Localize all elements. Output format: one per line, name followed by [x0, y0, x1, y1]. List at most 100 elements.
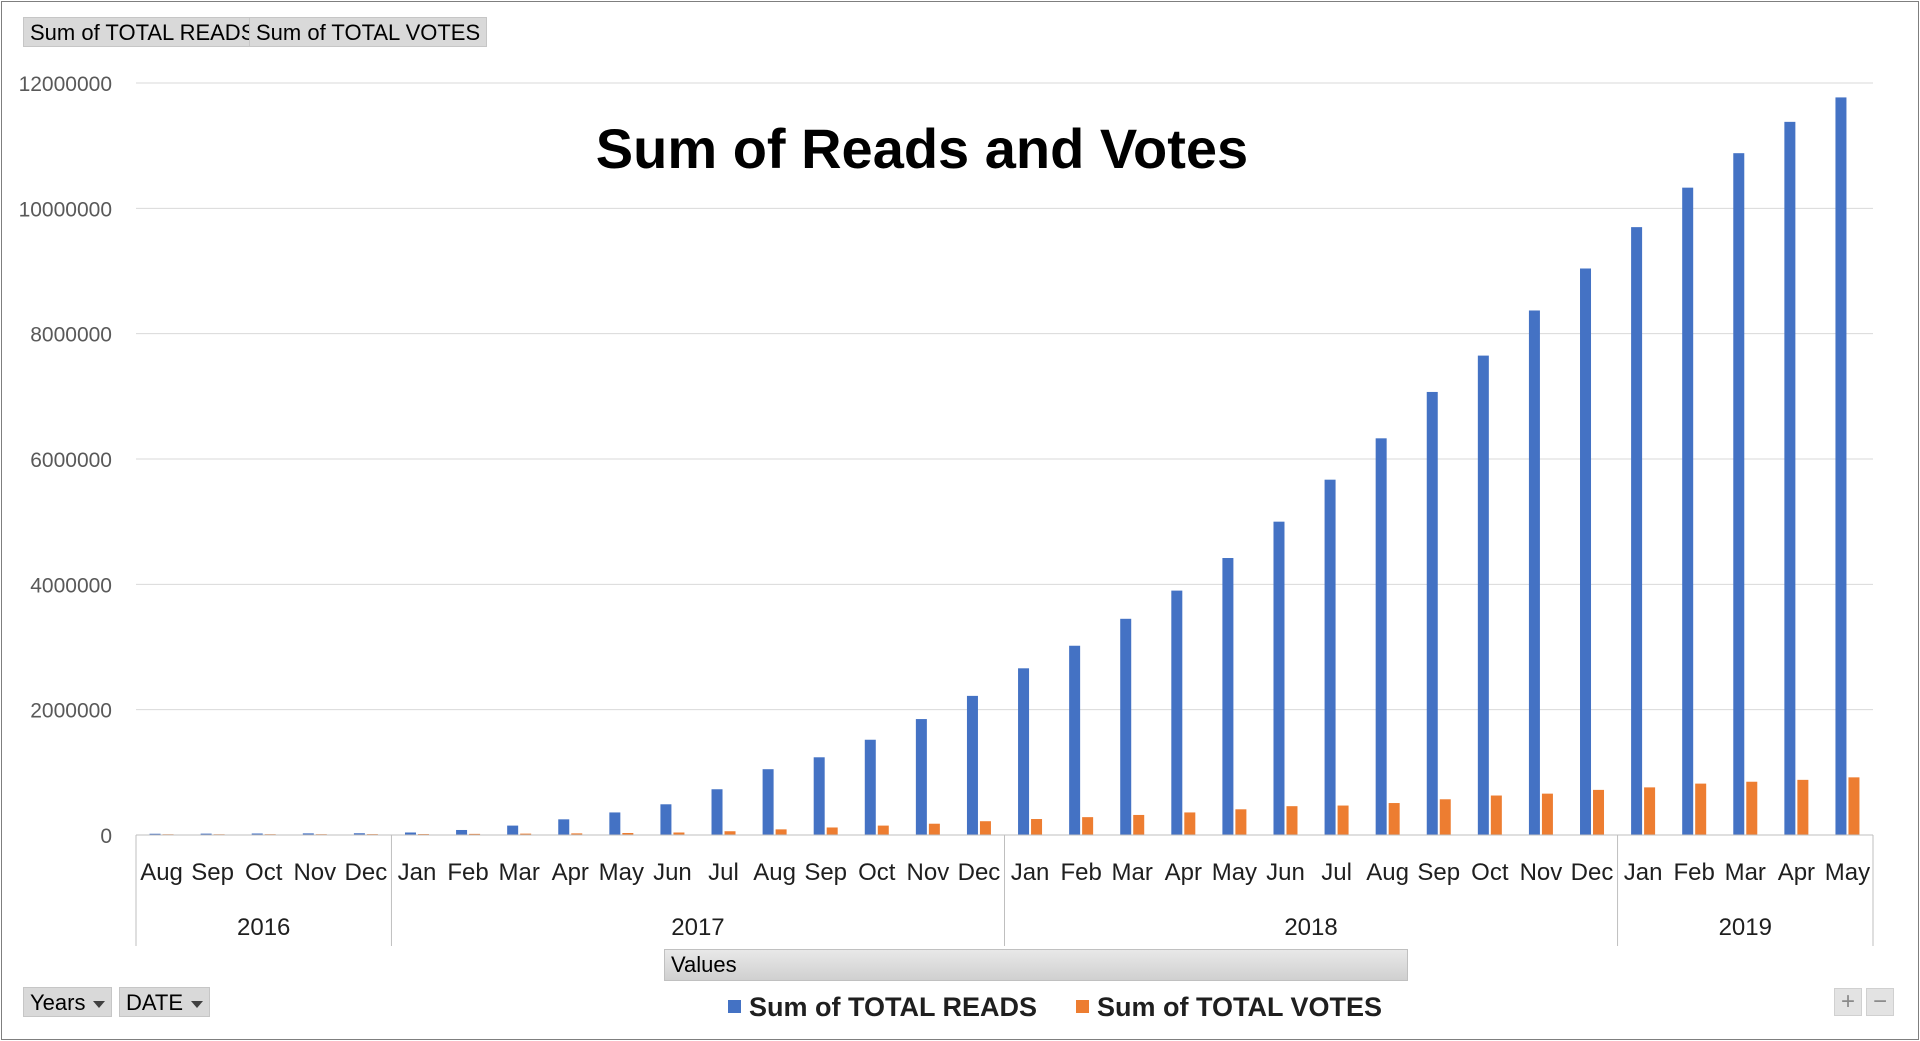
x-tick-label: Apr: [1778, 859, 1815, 886]
bar-total-votes: [1439, 799, 1451, 835]
bar-total-votes: [775, 829, 787, 835]
dropdown-arrow-icon: [93, 1000, 106, 1008]
bar-total-reads: [1222, 558, 1234, 835]
bar-total-reads: [251, 833, 263, 835]
bar-total-votes: [1797, 779, 1809, 835]
x-tick-label: Oct: [1471, 859, 1509, 886]
bar-total-votes: [622, 832, 634, 835]
x-tick-label: Dec: [1571, 859, 1614, 886]
bar-total-votes: [1031, 819, 1043, 835]
y-axis-tick-labels: 0 2000000 4000000 6000000 8000000 10000000 120…: [19, 73, 112, 848]
bar-total-votes: [1388, 803, 1400, 835]
bar-total-votes: [1848, 777, 1860, 835]
dropdown-arrow-icon: [191, 1000, 204, 1008]
x-tick-label: May: [599, 859, 644, 886]
x-tick-label: Sep: [804, 859, 847, 886]
x-tick-label: Jan: [1624, 859, 1663, 886]
bar-total-reads: [864, 739, 876, 835]
x-tick-label: Jul: [1321, 859, 1352, 886]
years-label: Years: [30, 990, 86, 1015]
legend-label-votes: Sum of TOTAL VOTES: [1097, 992, 1383, 1022]
bar-total-reads: [1018, 668, 1030, 835]
legend-item-votes: Sum of TOTAL VOTES: [1076, 992, 1382, 1023]
legend-swatch-reads: [728, 1000, 741, 1014]
bar-total-votes: [928, 823, 940, 835]
bar-total-votes: [1541, 793, 1553, 835]
bar-total-reads: [1171, 590, 1183, 835]
x-tick-label: Mar: [1725, 859, 1766, 886]
bar-total-reads: [1682, 187, 1694, 836]
bar-total-reads: [1375, 438, 1387, 835]
bar-total-reads: [915, 719, 927, 835]
x-tick-label: Dec: [958, 859, 1001, 886]
x-axis: Aug Sep Oct Nov Dec Jan Feb Mar Apr May Jun Jul Aug S…: [135, 834, 1874, 946]
x-tick-label: Sep: [191, 859, 234, 886]
x-tick-label: Oct: [858, 859, 896, 886]
bar-total-reads: [1733, 153, 1745, 836]
minus-icon: −: [1872, 988, 1887, 1015]
x-tick-label: Jan: [398, 859, 437, 886]
y-tick-label: 12000000: [19, 73, 112, 96]
bar-total-votes: [877, 825, 889, 835]
field-button-label: Sum of TOTAL READS: [30, 20, 256, 45]
x-tick-label: Aug: [753, 859, 796, 886]
expand-button[interactable]: +: [1834, 988, 1862, 1016]
bar-total-votes: [571, 833, 583, 835]
bar-total-reads: [200, 833, 212, 835]
year-label: 2018: [1284, 914, 1337, 941]
bars: [149, 97, 1860, 836]
year-label: 2017: [671, 914, 724, 941]
bar-total-reads: [966, 695, 978, 835]
legend-swatch-votes: [1076, 1000, 1089, 1014]
years-field-button[interactable]: Years: [23, 987, 113, 1017]
x-tick-label: Jun: [1266, 859, 1305, 886]
bar-total-reads: [404, 832, 416, 835]
bar-total-votes: [1593, 789, 1605, 835]
x-tick-label: Jul: [708, 859, 739, 886]
bar-total-reads: [1273, 521, 1285, 835]
field-button-label: Sum of TOTAL VOTES: [256, 20, 481, 45]
bar-total-votes: [1235, 809, 1247, 835]
x-tick-label: Aug: [140, 859, 183, 886]
y-tick-label: 2000000: [30, 700, 112, 723]
bar-total-reads: [149, 833, 161, 835]
x-tick-label: Apr: [1165, 859, 1202, 886]
bar-total-reads: [1324, 479, 1336, 835]
x-tick-label: Oct: [245, 859, 283, 886]
legend-item-reads: Sum of TOTAL READS: [728, 992, 1037, 1023]
field-button-total-votes[interactable]: Sum of TOTAL VOTES: [249, 17, 488, 47]
field-button-total-reads[interactable]: Sum of TOTAL READS: [23, 17, 263, 47]
date-label: DATE: [126, 990, 184, 1015]
bar-total-votes: [724, 831, 736, 835]
y-tick-label: 4000000: [30, 574, 112, 597]
values-field-area[interactable]: Values: [664, 949, 1408, 981]
bar-total-reads: [813, 757, 825, 835]
bar-total-reads: [660, 804, 672, 835]
year-label: 2016: [237, 914, 290, 941]
x-tick-label: Feb: [1060, 859, 1101, 886]
bar-total-reads: [1426, 391, 1438, 835]
bar-total-reads: [558, 819, 570, 835]
x-tick-label: May: [1825, 859, 1870, 886]
x-tick-label: Jan: [1011, 859, 1050, 886]
plus-icon: +: [1840, 988, 1855, 1015]
bar-total-reads: [1069, 645, 1081, 835]
bar-total-reads: [1580, 268, 1592, 835]
x-tick-label: Feb: [1674, 859, 1715, 886]
x-tick-label: Jun: [653, 859, 692, 886]
collapse-button[interactable]: −: [1866, 988, 1894, 1016]
bar-total-votes: [1644, 787, 1656, 835]
legend-label-reads: Sum of TOTAL READS: [749, 992, 1038, 1022]
bar-total-reads: [1784, 121, 1796, 835]
x-tick-label: Nov: [293, 859, 336, 886]
bar-total-reads: [711, 789, 723, 835]
bar-total-votes: [673, 832, 685, 835]
bar-total-votes: [1082, 817, 1094, 835]
x-tick-label: May: [1212, 859, 1257, 886]
x-tick-label: Apr: [552, 859, 589, 886]
chart-title: Sum of Reads and Votes: [596, 117, 1248, 180]
year-label: 2019: [1719, 914, 1772, 941]
date-field-button[interactable]: DATE: [119, 987, 211, 1017]
bar-total-reads: [302, 833, 314, 835]
